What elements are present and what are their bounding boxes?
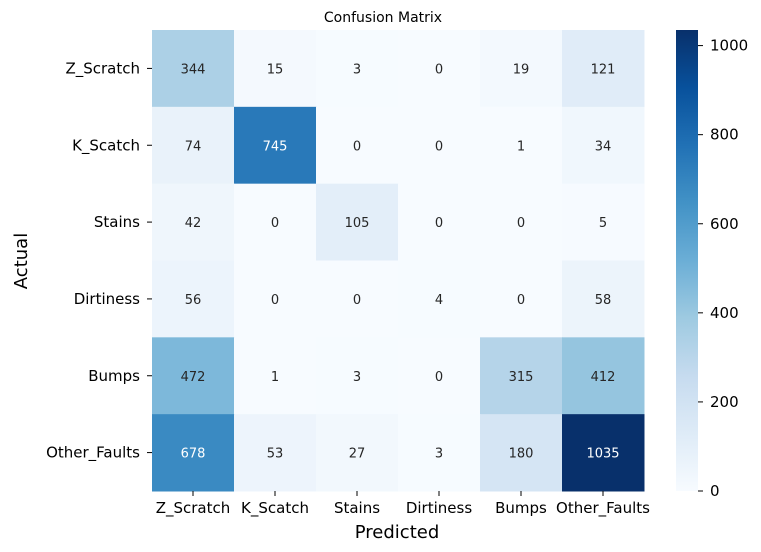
heatmap-cell	[234, 414, 317, 492]
cell-value-label: 0	[517, 216, 525, 231]
cell-value-label: 412	[591, 370, 616, 385]
heatmap-cell	[234, 30, 317, 108]
cell-value-label: 0	[271, 293, 279, 308]
cell-value-label: 0	[271, 216, 279, 231]
y-tick-label: Other_Faults	[46, 444, 140, 463]
cell-value-label: 1	[271, 370, 279, 385]
cell-value-label: 4	[435, 293, 443, 308]
heatmap-cell	[234, 183, 317, 261]
y-axis-ticks: Z_Scratch K_Scatch Stains Dirtiness Bumps Oth…	[46, 59, 152, 463]
cell-value-label: 34	[595, 139, 612, 154]
heatmap-cell	[480, 337, 563, 415]
cell-value-label: 315	[509, 370, 534, 385]
cell-value-label: 42	[185, 216, 202, 231]
heatmap-cell	[316, 414, 399, 492]
y-tick-label: Z_Scratch	[65, 59, 140, 78]
heatmap-cell	[152, 106, 235, 185]
colorbar-tick-label: 0	[710, 482, 720, 500]
cell-value-label: 19	[513, 62, 530, 77]
heatmap-cell	[152, 183, 235, 261]
heatmap-cell	[398, 260, 481, 338]
y-tick-label: K_Scatch	[72, 136, 140, 155]
heatmap-cell	[398, 183, 481, 261]
heatmap-cell	[234, 106, 317, 185]
cell-value-label: 3	[353, 370, 361, 385]
cell-value-label: 5	[599, 216, 607, 231]
chart-title: Confusion Matrix	[324, 10, 442, 26]
cell-value-label: 344	[181, 62, 206, 77]
cell-value-label: 3	[353, 62, 361, 77]
heatmap-cell	[398, 106, 481, 185]
cell-value-label: 56	[185, 293, 202, 308]
cell-value-label: 0	[435, 370, 443, 385]
cell-value-label: 678	[181, 447, 206, 462]
colorbar-tick-label: 400	[710, 304, 739, 322]
x-tick-label: Other_Faults	[556, 499, 650, 518]
y-tick-label: Bumps	[88, 367, 140, 385]
heatmap-cell	[480, 106, 563, 185]
heatmap-cell	[316, 106, 399, 185]
x-axis-title: Predicted	[355, 522, 440, 543]
colorbar-tick-label: 1000	[710, 37, 748, 55]
x-axis-ticks: Z_Scratch K_Scatch Stains Dirtiness Bumps Oth…	[156, 491, 650, 518]
cell-value-label: 1	[517, 139, 525, 154]
cell-value-label: 0	[353, 293, 361, 308]
heatmap-cell	[398, 30, 481, 108]
heatmap-cell	[152, 260, 235, 338]
heatmap-cell	[562, 260, 645, 338]
heatmap-cell	[398, 414, 481, 492]
heatmap-cell	[480, 414, 563, 492]
cell-value-label: 745	[263, 139, 288, 154]
y-axis-title: Actual	[11, 233, 32, 289]
heatmap-cell	[480, 183, 563, 261]
y-tick-label: Stains	[94, 213, 140, 231]
x-tick-label: Dirtiness	[406, 499, 472, 517]
heatmap-cell	[316, 183, 399, 261]
heatmap-cell	[562, 30, 645, 108]
cell-value-label: 0	[353, 139, 361, 154]
heatmap-cell	[316, 30, 399, 108]
heatmap-cell	[234, 260, 317, 338]
cell-value-label: 121	[591, 62, 616, 77]
x-tick-label: Stains	[334, 499, 380, 517]
heatmap-cell	[562, 106, 645, 185]
colorbar-ticks: 0 200 400 600 800 1000	[698, 37, 748, 500]
cell-value-label: 0	[517, 293, 525, 308]
heatmap-cell	[562, 183, 645, 261]
colorbar	[676, 30, 698, 491]
cell-value-label: 74	[185, 139, 202, 154]
heatmap-cell	[562, 337, 645, 415]
x-tick-label: Z_Scratch	[156, 499, 231, 518]
heatmap-cell	[152, 337, 235, 415]
cell-value-label: 15	[267, 62, 284, 77]
heatmap-cell	[480, 260, 563, 338]
cell-value-label: 53	[267, 447, 284, 462]
cell-value-label: 472	[181, 370, 206, 385]
colorbar-tick-label: 800	[710, 126, 739, 144]
heatmap-cell	[480, 30, 563, 108]
x-tick-label: K_Scatch	[241, 499, 309, 518]
cell-value-label: 180	[509, 447, 534, 462]
cell-value-label: 0	[435, 216, 443, 231]
cell-value-label: 27	[349, 447, 366, 462]
cell-value-label: 58	[595, 293, 612, 308]
heatmap-cell	[562, 414, 645, 492]
colorbar-tick-label: 600	[710, 215, 739, 233]
cell-value-label: 0	[435, 62, 443, 77]
heatmap-cell	[152, 30, 235, 108]
heatmap-cell	[316, 337, 399, 415]
heatmap-cell	[234, 337, 317, 415]
cell-value-label: 1035	[586, 447, 619, 462]
y-tick-label: Dirtiness	[74, 290, 140, 308]
cell-value-label: 105	[345, 216, 370, 231]
heatmap-cell	[398, 337, 481, 415]
colorbar-tick-label: 200	[710, 393, 739, 411]
cell-value-label: 0	[435, 139, 443, 154]
cell-value-label: 3	[435, 447, 443, 462]
x-tick-label: Bumps	[495, 499, 547, 517]
heatmap-cell	[152, 414, 235, 492]
heatmap-cell	[316, 260, 399, 338]
